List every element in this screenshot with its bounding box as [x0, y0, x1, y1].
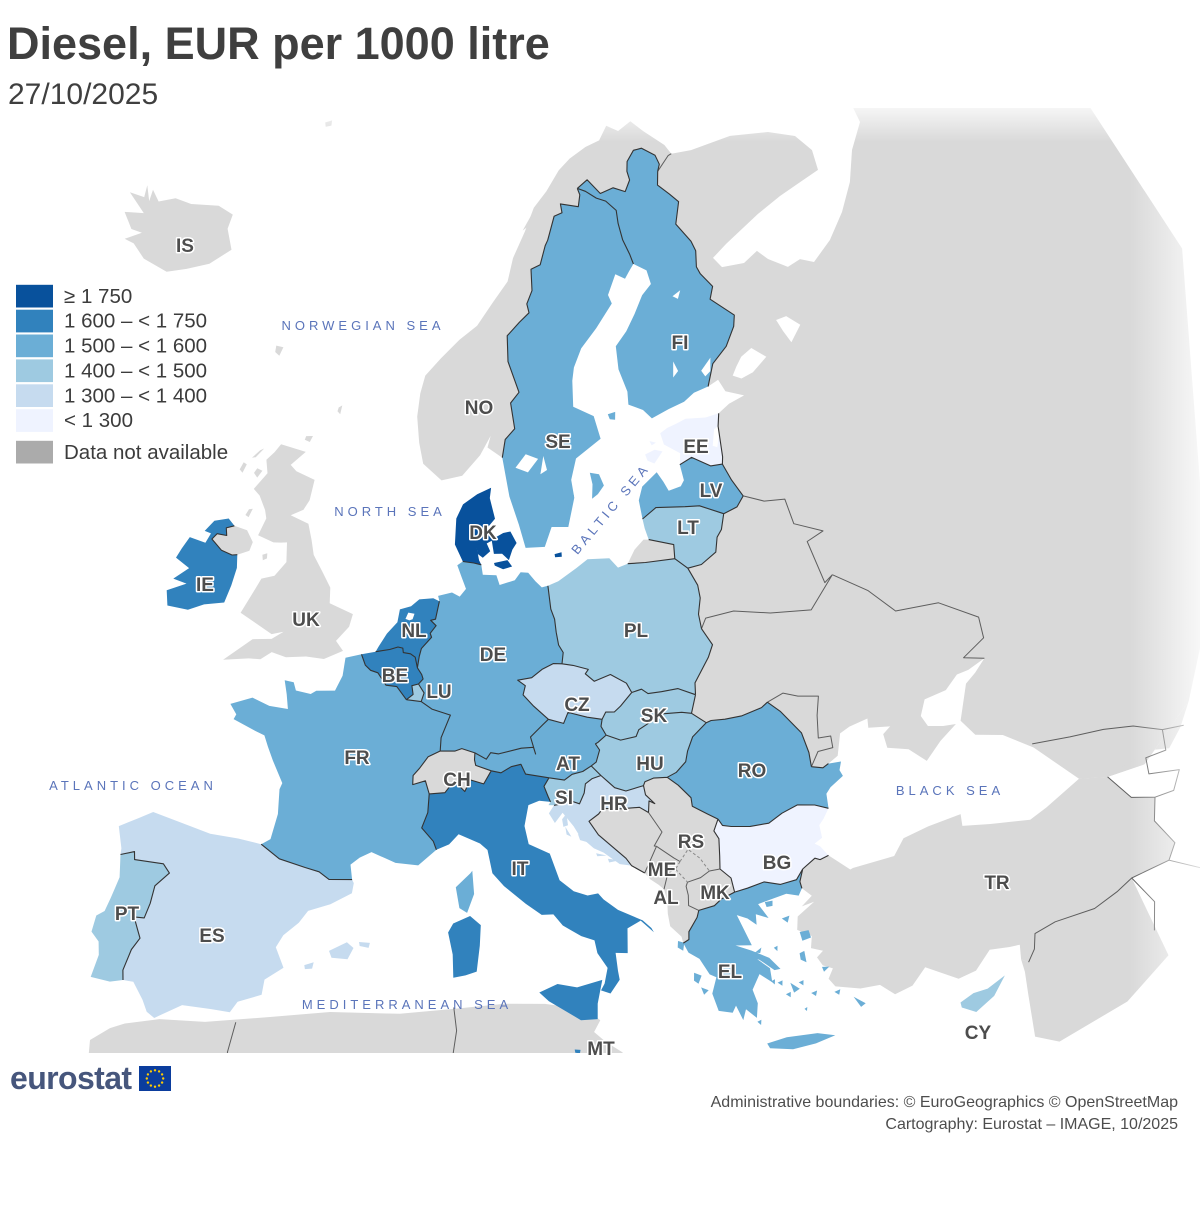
- svg-text:RS: RS: [678, 832, 704, 853]
- svg-text:EE: EE: [683, 437, 708, 458]
- svg-text:Cartography: Eurostat – IMAGE,: Cartography: Eurostat – IMAGE, 10/2025: [885, 1116, 1178, 1133]
- svg-text:PL: PL: [624, 621, 649, 642]
- svg-text:AL: AL: [653, 888, 679, 909]
- svg-text:SE: SE: [545, 432, 570, 453]
- svg-text:FR: FR: [344, 748, 370, 769]
- svg-text:NORWEGIAN SEA: NORWEGIAN SEA: [281, 318, 444, 333]
- svg-text:BLACK SEA: BLACK SEA: [896, 783, 1004, 798]
- svg-text:1 300 – < 1 400: 1 300 – < 1 400: [64, 384, 207, 407]
- svg-text:< 1 300: < 1 300: [64, 409, 133, 432]
- svg-text:CZ: CZ: [564, 695, 590, 716]
- svg-text:NL: NL: [401, 621, 427, 642]
- svg-text:HR: HR: [600, 794, 628, 815]
- svg-text:ME: ME: [648, 860, 677, 881]
- svg-text:MK: MK: [700, 883, 730, 904]
- svg-text:27/10/2025: 27/10/2025: [8, 78, 158, 111]
- svg-text:MEDITERRANEAN SEA: MEDITERRANEAN SEA: [302, 997, 512, 1012]
- svg-text:DK: DK: [469, 523, 497, 544]
- svg-text:eurostat: eurostat: [10, 1060, 132, 1096]
- svg-text:NO: NO: [465, 398, 494, 419]
- svg-text:SK: SK: [641, 706, 668, 727]
- svg-text:RO: RO: [738, 761, 767, 782]
- svg-text:CH: CH: [443, 770, 470, 791]
- svg-text:HU: HU: [636, 754, 663, 775]
- svg-text:BG: BG: [763, 853, 792, 874]
- svg-text:IT: IT: [512, 859, 529, 880]
- svg-text:PT: PT: [115, 904, 140, 925]
- svg-text:BE: BE: [382, 666, 408, 687]
- svg-text:EL: EL: [718, 962, 743, 983]
- svg-text:LV: LV: [700, 481, 723, 502]
- svg-text:≥ 1 750: ≥ 1 750: [64, 285, 132, 308]
- svg-text:ATLANTIC OCEAN: ATLANTIC OCEAN: [49, 778, 217, 793]
- svg-text:1 500 – < 1 600: 1 500 – < 1 600: [64, 335, 207, 358]
- svg-text:1 400 – < 1 500: 1 400 – < 1 500: [64, 359, 207, 382]
- svg-text:1 600 – < 1 750: 1 600 – < 1 750: [64, 310, 207, 333]
- svg-text:Administrative boundaries: © E: Administrative boundaries: © EuroGeograp…: [711, 1094, 1178, 1111]
- svg-text:SI: SI: [555, 788, 573, 809]
- svg-text:LT: LT: [677, 518, 699, 539]
- svg-text:CY: CY: [965, 1023, 992, 1044]
- svg-text:IS: IS: [176, 236, 194, 257]
- svg-text:ES: ES: [199, 926, 224, 947]
- svg-text:UK: UK: [292, 610, 320, 631]
- svg-text:IE: IE: [196, 575, 214, 596]
- svg-text:AT: AT: [556, 754, 580, 775]
- svg-text:TR: TR: [984, 873, 1010, 894]
- svg-text:Data not available: Data not available: [64, 441, 228, 464]
- svg-text:FI: FI: [672, 333, 689, 354]
- svg-text:LU: LU: [426, 682, 451, 703]
- svg-text:DE: DE: [480, 645, 506, 666]
- svg-text:MT: MT: [587, 1039, 615, 1060]
- svg-text:Diesel, EUR per 1000 litre: Diesel, EUR per 1000 litre: [7, 18, 550, 69]
- svg-text:NORTH SEA: NORTH SEA: [334, 504, 446, 519]
